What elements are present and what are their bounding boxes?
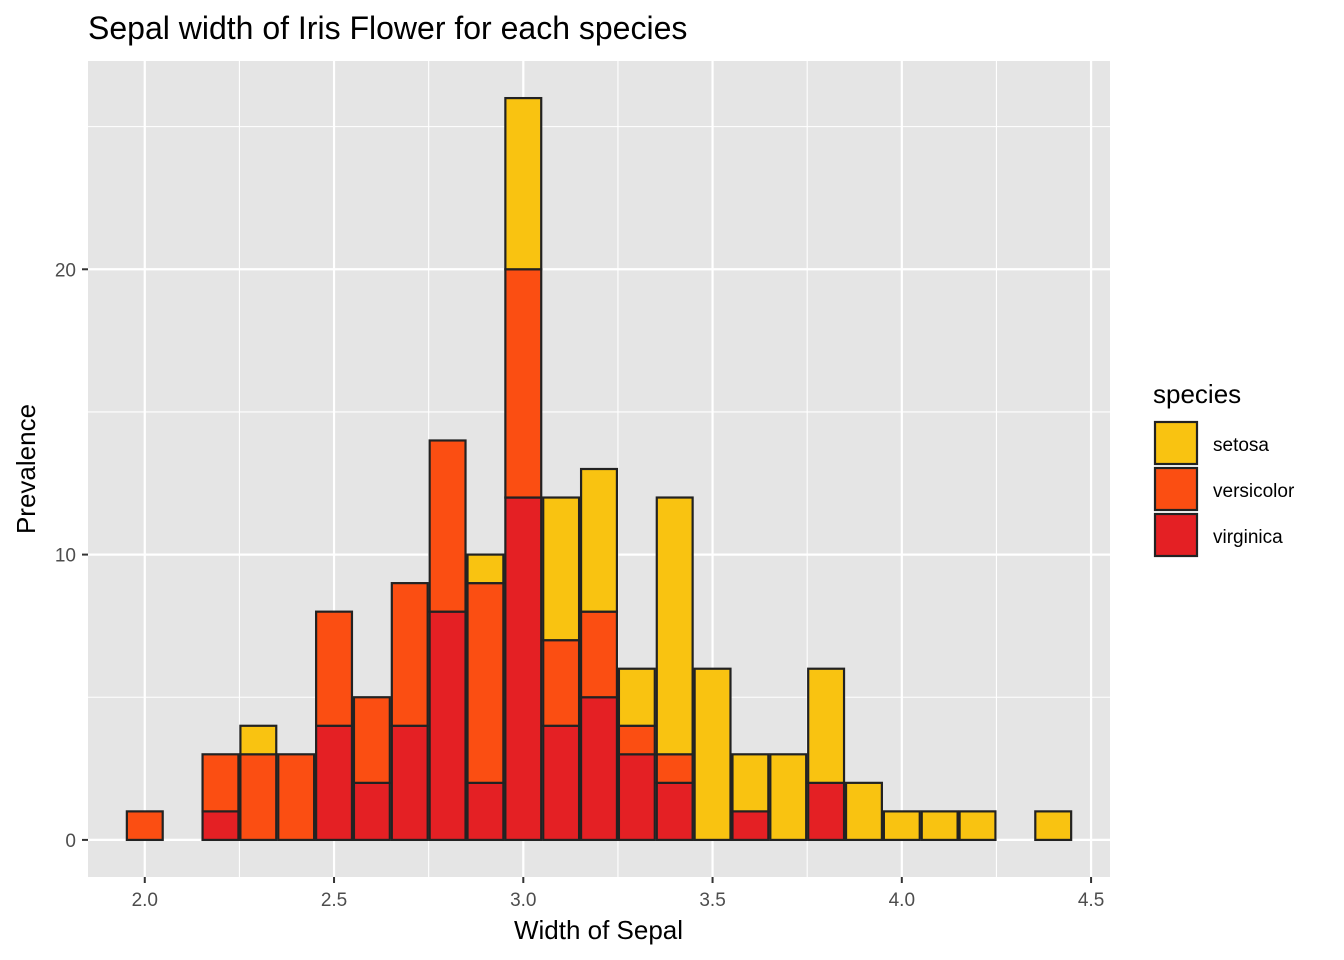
x-tick-label: 4.5 [1078, 890, 1104, 911]
legend-key-setosa [1153, 420, 1199, 466]
bar-setosa [542, 496, 581, 642]
x-tick-label: 4.0 [889, 890, 915, 911]
y-axis-title: Prevalence [11, 404, 41, 534]
plot-panel [88, 61, 1110, 877]
y-axis: 0 10 20 [55, 260, 88, 852]
x-axis: 2.0 2.5 3.0 3.5 4.0 4.5 [132, 877, 1104, 911]
x-tick-label: 3.0 [510, 890, 536, 911]
bar-setosa [731, 753, 770, 813]
bar-versicolor [428, 439, 467, 613]
bar-setosa [958, 810, 997, 842]
x-tick-label: 2.5 [321, 890, 347, 911]
bar-versicolor [617, 724, 656, 756]
bar-versicolor [504, 268, 543, 499]
bar-versicolor [201, 753, 240, 813]
bar-virginica [731, 810, 770, 842]
bar-virginica [352, 781, 391, 842]
bar-virginica [428, 610, 467, 842]
bar-virginica [579, 696, 619, 842]
bar-setosa [579, 467, 619, 613]
bar-setosa [239, 724, 278, 756]
legend-key-versicolor [1153, 466, 1199, 512]
bar-virginica [617, 753, 656, 842]
bar-versicolor [390, 582, 429, 727]
bar-versicolor [542, 639, 581, 727]
x-axis-title: Width of Sepal [514, 915, 683, 945]
bar-versicolor [277, 753, 316, 842]
y-tick-label: 0 [65, 831, 76, 852]
bar-versicolor [466, 582, 505, 784]
bar-setosa [693, 667, 732, 842]
bar-virginica [201, 810, 240, 842]
bar-setosa [807, 667, 846, 784]
bar-setosa [844, 781, 883, 842]
bar-setosa [920, 810, 959, 842]
bar-versicolor [352, 696, 391, 784]
bar-setosa [655, 496, 694, 756]
bar-versicolor [125, 810, 164, 842]
y-tick-label: 10 [55, 546, 76, 567]
legend-label-versicolor: versicolor [1213, 481, 1295, 502]
bar-setosa [466, 553, 505, 585]
bar-virginica [504, 496, 543, 842]
bar-versicolor [579, 610, 619, 699]
bar-setosa [617, 667, 656, 727]
bar-virginica [807, 781, 846, 842]
bar-versicolor [655, 753, 694, 784]
bar-virginica [315, 724, 354, 842]
bar-virginica [390, 724, 429, 842]
legend-title: species [1153, 379, 1241, 409]
bar-setosa [504, 96, 543, 271]
x-tick-label: 2.0 [132, 890, 158, 911]
bar-setosa [1034, 810, 1073, 842]
chart-title: Sepal width of Iris Flower for each spec… [88, 10, 687, 46]
bar-virginica [542, 724, 581, 842]
bar-versicolor [239, 753, 278, 842]
bar-virginica [655, 781, 694, 842]
legend-label-setosa: setosa [1213, 435, 1269, 456]
bar-setosa [882, 810, 921, 842]
bar-virginica [466, 781, 505, 842]
x-tick-label: 3.5 [699, 890, 725, 911]
legend-label-virginica: virginica [1213, 527, 1283, 548]
legend-key-virginica [1153, 512, 1199, 558]
bar-versicolor [315, 610, 354, 727]
legend: species setosa versicolor virginica [1153, 379, 1295, 558]
y-tick-label: 20 [55, 260, 76, 281]
bar-setosa [769, 753, 808, 842]
